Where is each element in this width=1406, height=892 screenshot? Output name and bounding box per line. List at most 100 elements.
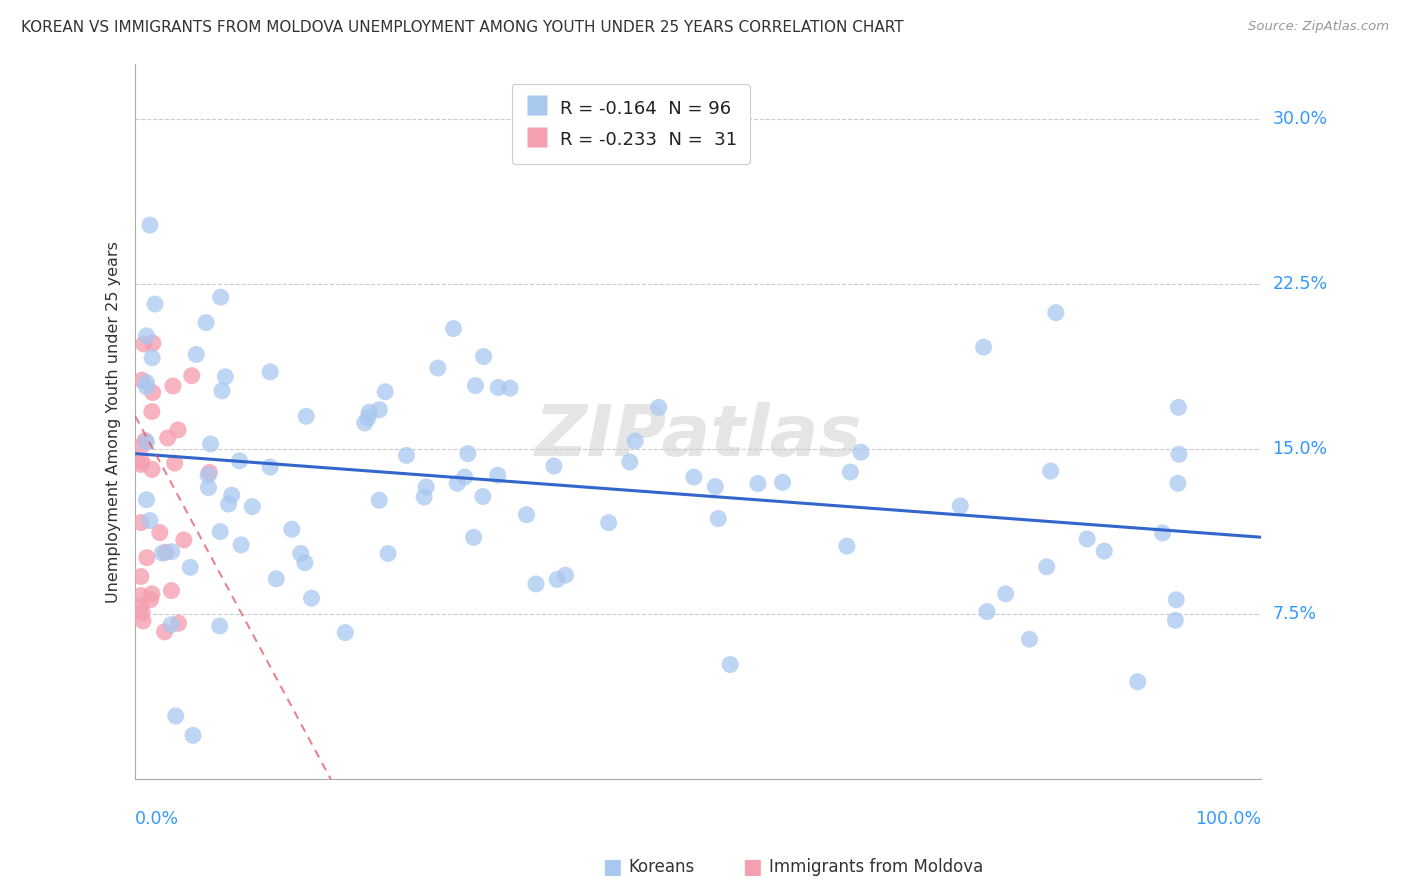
Point (163, 456, 186, 470)
Point (162, 379, 184, 393)
Point (835, 539, 858, 553)
Point (294, 556, 316, 570)
Point (1166, 592, 1188, 607)
Point (515, 508, 537, 522)
Point (132, 337, 155, 351)
Point (1167, 476, 1189, 491)
Y-axis label: Unemployment Among Youth under 25 years: Unemployment Among Youth under 25 years (107, 241, 121, 603)
Point (546, 573, 568, 587)
Point (195, 316, 218, 330)
Point (141, 587, 163, 601)
Point (129, 599, 152, 613)
Point (357, 410, 380, 425)
Point (619, 455, 641, 469)
Point (214, 369, 236, 384)
Point (359, 405, 381, 419)
Point (141, 462, 163, 476)
Point (150, 546, 173, 560)
Point (149, 525, 172, 540)
Point (464, 378, 486, 392)
Point (524, 577, 547, 591)
Text: Immigrants from Moldova: Immigrants from Moldova (769, 858, 983, 876)
Point (772, 475, 794, 490)
Point (135, 435, 157, 450)
Point (374, 384, 396, 399)
Point (543, 458, 565, 473)
Point (160, 583, 183, 598)
Point (197, 468, 219, 483)
Point (132, 614, 155, 628)
Text: ■: ■ (602, 857, 621, 877)
Point (135, 376, 157, 390)
Point (240, 500, 263, 514)
Point (129, 589, 152, 603)
Point (153, 624, 176, 639)
Point (301, 591, 323, 606)
Point (129, 516, 152, 530)
Point (1126, 674, 1149, 689)
Point (180, 368, 202, 383)
Point (209, 524, 232, 539)
Point (415, 480, 437, 494)
Point (973, 340, 995, 354)
Point (994, 587, 1017, 601)
Text: 15.0%: 15.0% (1272, 441, 1327, 458)
Point (155, 545, 177, 559)
Point (131, 439, 153, 453)
Point (179, 560, 201, 574)
Point (368, 402, 391, 417)
Point (134, 434, 156, 448)
Point (131, 373, 153, 387)
Point (499, 381, 522, 395)
Point (1035, 559, 1057, 574)
Point (141, 351, 163, 365)
Text: 7.5%: 7.5% (1272, 606, 1317, 624)
Point (173, 533, 195, 547)
Point (486, 468, 509, 483)
Point (413, 490, 436, 504)
Text: ZIPatlas: ZIPatlas (534, 401, 862, 470)
Point (368, 493, 391, 508)
Point (976, 605, 998, 619)
Point (290, 546, 312, 560)
Point (160, 544, 183, 558)
Text: ■: ■ (742, 857, 762, 877)
Text: 0.0%: 0.0% (135, 810, 180, 828)
Point (849, 445, 872, 459)
Point (335, 625, 357, 640)
Point (142, 385, 165, 400)
Point (463, 530, 485, 544)
Point (229, 538, 252, 552)
Point (156, 431, 179, 445)
Point (1018, 632, 1040, 647)
Point (1076, 532, 1098, 546)
Point (353, 416, 375, 430)
Point (139, 514, 162, 528)
Point (198, 466, 221, 480)
Point (471, 490, 494, 504)
Point (165, 709, 187, 723)
Point (454, 470, 477, 484)
Point (707, 511, 730, 525)
Point (197, 481, 219, 495)
Point (377, 547, 399, 561)
Point (167, 423, 190, 437)
Point (1152, 525, 1174, 540)
Point (143, 297, 166, 311)
Point (129, 458, 152, 472)
Point (281, 522, 304, 536)
Point (395, 449, 418, 463)
Point (259, 460, 281, 475)
Point (200, 437, 222, 451)
Point (131, 606, 153, 620)
Text: 100.0%: 100.0% (1195, 810, 1261, 828)
Point (135, 380, 157, 394)
Point (186, 347, 208, 361)
Point (949, 499, 972, 513)
Point (747, 476, 769, 491)
Point (160, 617, 183, 632)
Point (139, 218, 162, 232)
Point (181, 728, 204, 742)
Point (443, 321, 465, 335)
Point (718, 657, 741, 672)
